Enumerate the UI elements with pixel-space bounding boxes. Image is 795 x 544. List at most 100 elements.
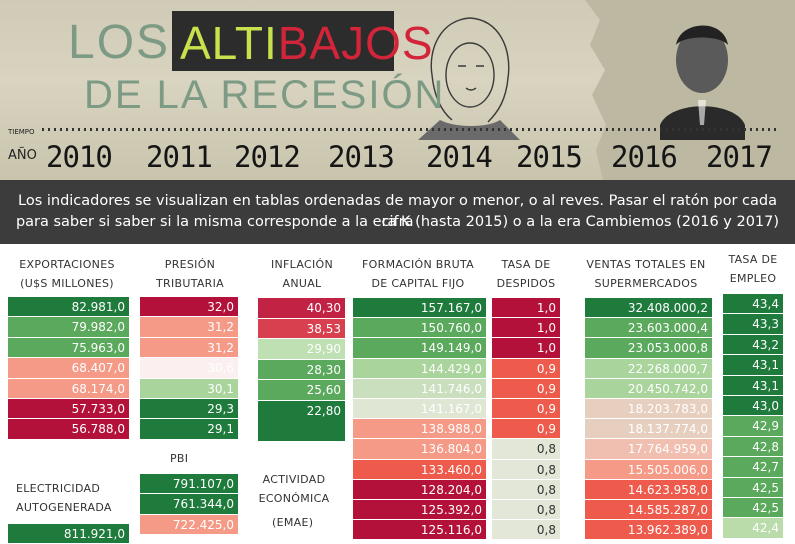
value-cell[interactable]: 28,30 — [258, 359, 345, 381]
value-cell[interactable]: 38,53 — [258, 318, 345, 340]
value-cell[interactable]: 138.988,0 — [353, 419, 486, 440]
value-cell[interactable]: 14.623.958,0 — [585, 479, 712, 500]
value-cell[interactable]: 157.167,0 — [353, 298, 486, 319]
value-cell[interactable]: 17.764.959,0 — [585, 439, 712, 460]
value-cell[interactable]: 1,0 — [492, 318, 560, 339]
year-label: 2010 — [46, 140, 113, 174]
value-cell[interactable]: 31,2 — [140, 337, 238, 359]
value-cell[interactable]: 43,1 — [723, 375, 783, 396]
table-subtitle: (EMAE) — [272, 516, 314, 529]
value-cell[interactable]: 761.344,0 — [140, 494, 238, 515]
title-altibajos: ALTIBAJOS — [180, 16, 434, 70]
value-cell[interactable]: 56.788,0 — [8, 419, 129, 440]
value-cell[interactable]: 31,2 — [140, 317, 238, 338]
timeline-dots — [40, 128, 780, 131]
value-cell[interactable]: 1,0 — [492, 338, 560, 359]
value-cell[interactable]: 23.603.000,4 — [585, 318, 712, 339]
value-cell[interactable]: 32.408.000,2 — [585, 298, 712, 319]
value-cell[interactable]: 42,7 — [723, 457, 783, 478]
value-cell[interactable]: 29,90 — [258, 339, 345, 360]
header-art — [40, 0, 795, 180]
value-cell[interactable]: 68.407,0 — [8, 358, 129, 379]
value-cell[interactable]: 141.167,0 — [353, 399, 486, 420]
title-bajos: BAJOS — [277, 17, 434, 69]
value-cell[interactable]: 43,4 — [723, 294, 783, 315]
value-cell[interactable]: 57.733,0 — [8, 399, 129, 420]
header-banner: LOS ALTIBAJOS DE LA RECESIÓN TIEMPO AÑO … — [0, 0, 795, 180]
year-label: 2011 — [146, 140, 213, 174]
value-cell[interactable]: 15.505.006,0 — [585, 459, 712, 480]
instructions-line-2: para saber si saber si la misma correspo… — [15, 214, 780, 230]
value-cell[interactable]: 125.392,0 — [353, 500, 486, 521]
year-label: 2016 — [611, 140, 678, 174]
ano-label: AÑO — [8, 148, 37, 163]
value-cell[interactable]: 144.429,0 — [353, 358, 486, 379]
value-cell[interactable]: 30,6 — [140, 358, 238, 379]
value-cell[interactable]: 42,4 — [723, 518, 783, 539]
value-cell[interactable]: 13.962.389,0 — [585, 520, 712, 541]
value-cell[interactable]: 722.425,0 — [140, 514, 238, 536]
value-cell[interactable]: 0,9 — [492, 419, 560, 440]
title-los: LOS — [68, 16, 171, 69]
value-cell[interactable]: 25,60 — [258, 380, 345, 401]
value-cell[interactable]: 125.116,0 — [353, 520, 486, 541]
value-cell[interactable]: 791.107,0 — [140, 474, 238, 495]
value-cell[interactable]: 20.450.742,0 — [585, 378, 712, 399]
value-cell[interactable]: 43,1 — [723, 355, 783, 376]
value-cell[interactable]: 42,5 — [723, 498, 783, 519]
tiempo-label: TIEMPO — [8, 128, 35, 136]
value-cell[interactable]: 29,1 — [140, 419, 238, 440]
value-cell[interactable]: 42,8 — [723, 436, 783, 458]
value-cell[interactable]: 0,8 — [492, 459, 560, 480]
value-cell[interactable]: 0,8 — [492, 439, 560, 460]
value-cell[interactable]: 150.760,0 — [353, 318, 486, 339]
value-cell[interactable]: 811.921,0 — [8, 524, 129, 544]
value-cell[interactable]: 136.804,0 — [353, 439, 486, 460]
title-recesion: DE LA RECESIÓN — [84, 73, 446, 117]
value-cell[interactable]: 79.982,0 — [8, 317, 129, 338]
value-cell[interactable]: 0,9 — [492, 378, 560, 399]
value-cell[interactable]: 43,0 — [723, 396, 783, 417]
value-cell[interactable]: 43,2 — [723, 334, 783, 356]
value-cell[interactable]: 40,30 — [258, 298, 345, 319]
value-cell[interactable]: 82.981,0 — [8, 297, 129, 318]
value-cell[interactable]: 75.963,0 — [8, 337, 129, 359]
value-cell[interactable]: 42,5 — [723, 477, 783, 498]
year-label: 2012 — [234, 140, 301, 174]
value-cell[interactable]: 1,0 — [492, 298, 560, 319]
value-cell[interactable]: 68.174,0 — [8, 378, 129, 399]
value-cell[interactable] — [258, 421, 345, 441]
value-cell[interactable]: 14.585.287,0 — [585, 500, 712, 521]
value-cell[interactable]: 0,8 — [492, 500, 560, 521]
instructions-line-1: Los indicadores se visualizan en tablas … — [18, 193, 777, 230]
table-title: INFLACIÓN ANUAL — [270, 258, 334, 290]
table-title: EXPORTACIONES (U$S MILLONES) — [19, 258, 115, 290]
value-cell[interactable]: 18.137.774,0 — [585, 419, 712, 440]
year-timeline: 2010 2011 2012 2013 2014 2015 2016 2017 — [46, 140, 786, 174]
title-alti: ALTI — [180, 17, 278, 69]
value-cell[interactable]: 30,1 — [140, 378, 238, 399]
table-title: FORMACIÓN BRUTA DE CAPITAL FIJO — [362, 258, 474, 290]
value-cell[interactable]: 128.204,0 — [353, 479, 486, 500]
year-label: 2017 — [706, 140, 773, 174]
value-cell[interactable]: 0,9 — [492, 358, 560, 379]
value-cell[interactable]: 32,0 — [140, 297, 238, 318]
table-title: PBI — [170, 452, 189, 465]
table-title: PRESIÓN TRIBUTARIA — [155, 258, 224, 290]
year-label: 2015 — [516, 140, 583, 174]
table-title: VENTAS TOTALES EN SUPERMERCADOS — [586, 258, 706, 290]
value-cell[interactable]: 141.746,0 — [353, 378, 486, 399]
value-cell[interactable]: 0,9 — [492, 399, 560, 420]
value-cell[interactable]: 18.203.783,0 — [585, 399, 712, 420]
value-cell[interactable]: 22,80 — [258, 401, 345, 422]
value-cell[interactable]: 42,9 — [723, 416, 783, 437]
value-cell[interactable]: 149.149,0 — [353, 338, 486, 359]
table-title: TASA DE EMPLEO — [728, 253, 778, 285]
value-cell[interactable]: 43,3 — [723, 314, 783, 335]
value-cell[interactable]: 133.460,0 — [353, 459, 486, 480]
value-cell[interactable]: 23.053.000,8 — [585, 338, 712, 359]
value-cell[interactable]: 0,8 — [492, 479, 560, 500]
value-cell[interactable]: 0,8 — [492, 520, 560, 541]
value-cell[interactable]: 22.268.000,7 — [585, 358, 712, 379]
value-cell[interactable]: 29,3 — [140, 399, 238, 420]
